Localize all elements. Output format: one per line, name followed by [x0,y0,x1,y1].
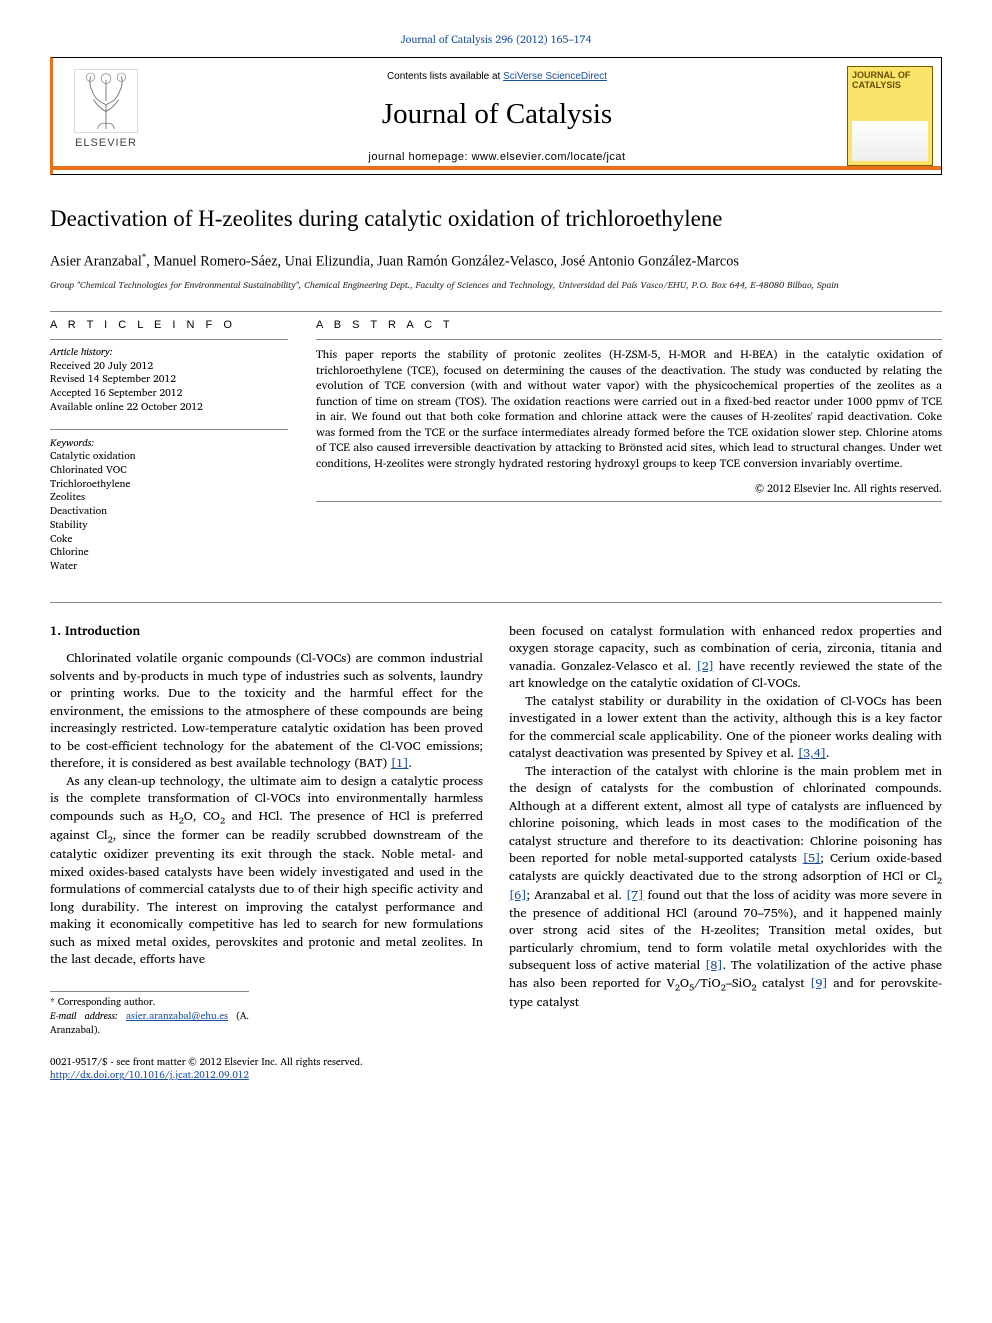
paragraph: Chlorinated volatile organic compounds (… [50,650,483,773]
divider [50,311,942,312]
article-info-column: A R T I C L E I N F O Article history: R… [50,318,288,574]
journal-homepage: journal homepage: www.elsevier.com/locat… [163,150,831,165]
publisher-logo: ELSEVIER [61,66,151,166]
keyword: Water [50,560,288,574]
paragraph: The catalyst stability or durability in … [509,693,942,763]
contents-line: Contents lists available at SciVerse Sci… [163,70,831,84]
sciencedirect-link[interactable]: SciVerse ScienceDirect [503,71,607,82]
corr-marker: * [50,994,58,1010]
left-column: 1. Introduction Chlorinated volatile org… [50,623,483,1038]
abstract-text: This paper reports the stability of prot… [316,346,942,471]
paragraph: As any clean-up technology, the ultimate… [50,773,483,969]
history-online: Available online 22 October 2012 [50,401,288,415]
citation-link[interactable]: [9] [810,973,828,993]
doi-link[interactable]: http://dx.doi.org/10.1016/j.jcat.2012.09… [50,1067,249,1083]
article-info-heading: A R T I C L E I N F O [50,318,288,333]
cover-image [852,121,928,161]
affiliation: Group "Chemical Technologies for Environ… [50,280,942,292]
keyword: Stability [50,519,288,533]
keyword: Chlorine [50,546,288,560]
footnotes: * Corresponding author. E-mail address: … [50,991,249,1038]
cover-title: JOURNAL OF CATALYSIS [852,71,928,91]
paragraph: been focused on catalyst formulation wit… [509,623,942,693]
author-list: Asier Aranzabal*, Manuel Romero-Sáez, Un… [50,251,942,273]
email-link[interactable]: asier.aranzabal@ehu.es [126,1008,228,1024]
article-title: Deactivation of H-zeolites during cataly… [50,203,942,235]
elsevier-tree-icon [71,66,141,136]
abstract-column: A B S T R A C T This paper reports the s… [316,318,942,574]
abstract-heading: A B S T R A C T [316,318,942,333]
corr-text: Corresponding author. [58,994,156,1010]
abstract-copyright: © 2012 Elsevier Inc. All rights reserved… [316,481,942,496]
journal-header: ELSEVIER JOURNAL OF CATALYSIS Contents l… [50,57,942,175]
publisher-name: ELSEVIER [75,136,137,151]
header-citation: Journal of Catalysis 296 (2012) 165–174 [50,32,942,47]
divider [50,602,942,603]
section-heading: 1. Introduction [50,623,483,641]
journal-cover-thumb: JOURNAL OF CATALYSIS [847,66,933,166]
journal-name: Journal of Catalysis [163,94,831,135]
page-footer: 0021-9517/$ - see front matter © 2012 El… [50,1056,942,1083]
body-columns: 1. Introduction Chlorinated volatile org… [50,623,942,1038]
accent-rule [53,166,941,170]
paragraph: The interaction of the catalyst with chl… [509,763,942,1011]
keyword: Trichloroethylene [50,478,288,492]
right-column: been focused on catalyst formulation wit… [509,623,942,1038]
keywords-list: Catalytic oxidation Chlorinated VOC Tric… [50,450,288,574]
